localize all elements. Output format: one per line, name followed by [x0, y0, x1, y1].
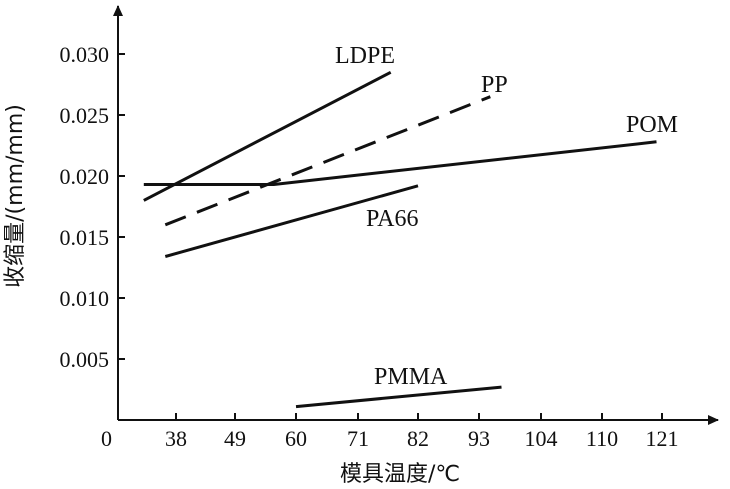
series-label-pom: POM [626, 112, 678, 138]
y-tick-label: 0.030 [60, 42, 110, 67]
y-tick-label: 0.015 [60, 225, 110, 250]
origin-label: 0 [101, 426, 112, 451]
x-tick-label: 93 [468, 426, 490, 451]
y-axis-title: 收缩量/(mm/mm) [3, 104, 28, 288]
series-label-pp: PP [481, 72, 508, 98]
x-tick-label: 104 [525, 426, 558, 451]
y-tick-label: 0.025 [60, 103, 110, 128]
x-tick-label: 49 [224, 426, 246, 451]
x-axis-title: 模具温度/℃ [340, 462, 460, 487]
series-label-pa66: PA66 [366, 206, 418, 232]
x-tick-label: 121 [646, 426, 679, 451]
series-labels: LDPE PP POM PA66 PMMA [335, 43, 678, 390]
series-line-pa66 [164, 184, 419, 258]
ticks: 38 49 60 71 82 93 104 110 121 0.005 0.010 0.015 0.02… [60, 42, 679, 451]
x-tick-label: 82 [407, 426, 429, 451]
series-label-ldpe: LDPE [335, 43, 395, 69]
y-tick-label: 0.020 [60, 164, 110, 189]
x-tick-label: 71 [347, 426, 369, 451]
series-line-ldpe [143, 70, 392, 202]
series-line-pmma [295, 385, 502, 409]
y-tick-label: 0.005 [60, 347, 110, 372]
series-line-pom [143, 140, 657, 186]
series-lines [143, 70, 657, 409]
y-tick-label: 0.010 [60, 286, 110, 311]
x-tick-label: 60 [285, 426, 307, 451]
series-line-pp [164, 95, 491, 227]
x-tick-label: 110 [586, 426, 618, 451]
x-tick-label: 38 [165, 426, 187, 451]
series-label-pmma: PMMA [374, 364, 448, 390]
